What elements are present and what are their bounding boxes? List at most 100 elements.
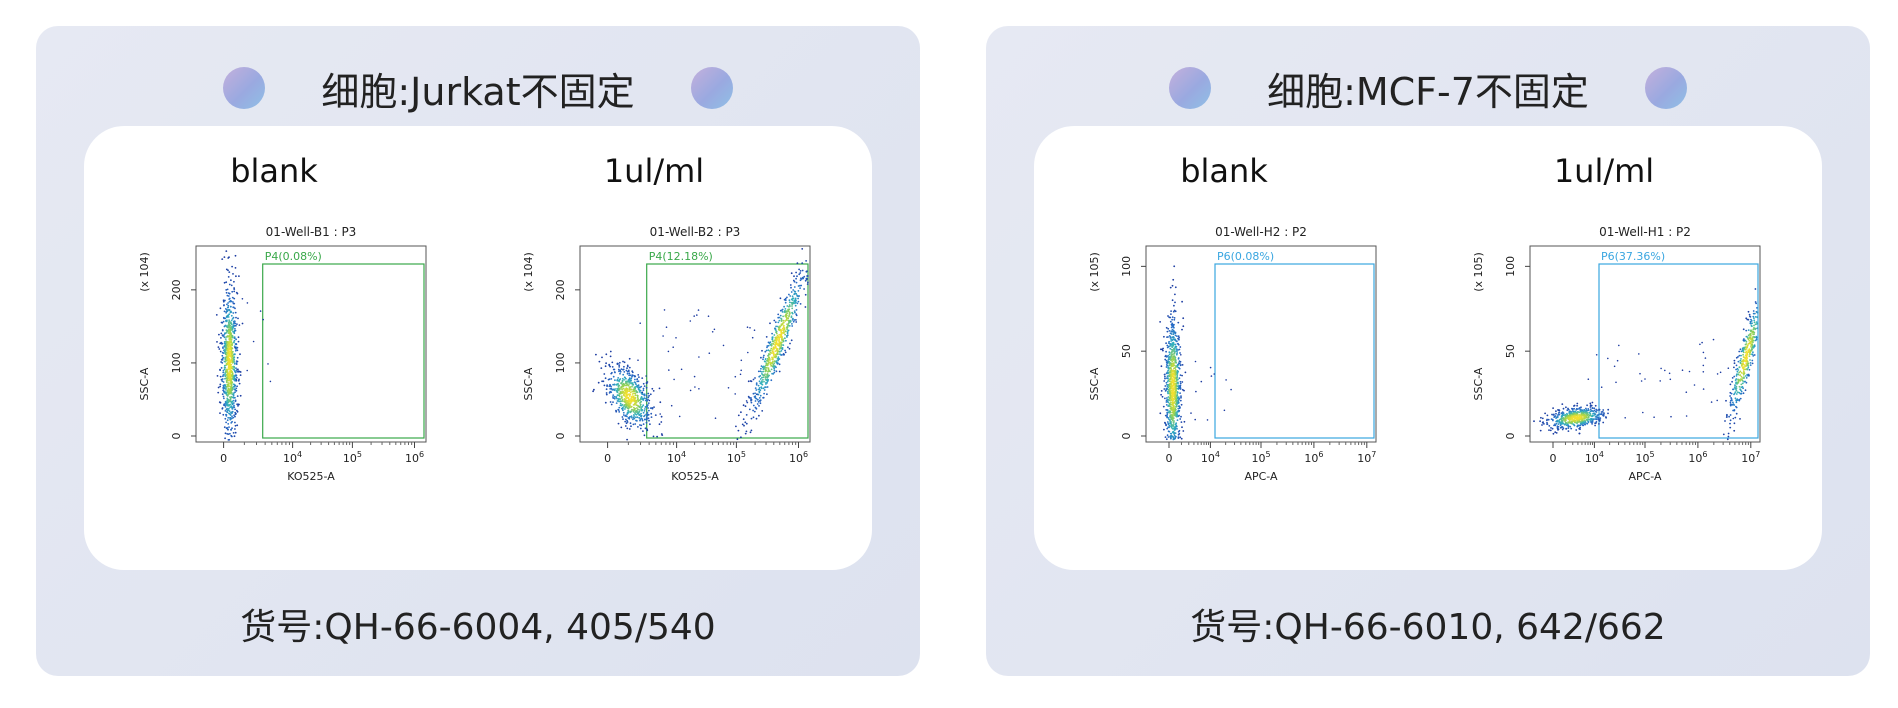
scatter-point — [1194, 418, 1196, 421]
scatter-point — [614, 379, 616, 382]
scatter-point — [1566, 409, 1569, 412]
scatter-point — [1587, 409, 1590, 412]
scatter-point — [1174, 425, 1177, 428]
scatter-point — [1736, 391, 1739, 394]
scatter-point — [1590, 419, 1593, 421]
scatter-point — [1734, 391, 1737, 393]
scatter-point — [794, 311, 796, 314]
scatter-point — [708, 352, 711, 354]
scatter-point — [226, 395, 229, 397]
scatter-point — [597, 381, 600, 384]
scatter-point — [1171, 316, 1174, 318]
scatter-point — [658, 387, 661, 390]
scatter-point — [1754, 339, 1757, 342]
scatter-point — [1167, 401, 1170, 404]
scatter-point — [783, 337, 786, 339]
scatter-point — [229, 322, 232, 325]
scatter-point — [755, 397, 758, 400]
scatter-point — [629, 391, 632, 394]
scatter-point — [231, 354, 234, 357]
scatter-point — [1740, 354, 1742, 357]
scatter-point — [1618, 344, 1620, 347]
scatter-point — [635, 410, 637, 412]
scatter-point — [1176, 402, 1179, 404]
scatter-point — [1174, 374, 1176, 377]
x-tick-exponent: 4 — [681, 450, 686, 459]
scatter-point — [227, 292, 230, 294]
scatter-point — [745, 430, 748, 433]
scatter-point — [1726, 414, 1728, 417]
scatter-point — [777, 326, 780, 329]
scatter-point — [1583, 410, 1585, 413]
scatter-point — [644, 418, 646, 421]
scatter-point — [1729, 391, 1732, 394]
scatter-point — [767, 367, 770, 370]
scatter-point — [623, 365, 625, 368]
scatter-point — [1174, 301, 1176, 304]
scatter-point — [791, 312, 794, 315]
scatter-point — [788, 293, 790, 296]
scatter-point — [782, 332, 785, 334]
scatter-point — [1225, 379, 1227, 381]
scatter-point — [626, 370, 629, 373]
scatter-point — [228, 407, 230, 410]
scatter-point — [769, 361, 772, 364]
scatter-point — [228, 283, 231, 286]
scatter-point — [630, 379, 632, 382]
scatter-point — [1579, 418, 1581, 421]
scatter-point — [1704, 357, 1707, 359]
scatter-point — [768, 358, 771, 361]
scatter-point — [771, 336, 774, 338]
x-tick-exponent: 5 — [357, 450, 362, 459]
scatter-point — [795, 277, 797, 280]
scatter-point — [1579, 426, 1581, 429]
scatter-point — [759, 370, 762, 373]
scatter-point — [767, 341, 770, 344]
scatter-point — [223, 345, 226, 348]
scatter-point — [1164, 421, 1166, 424]
scatter-point — [1165, 404, 1168, 406]
scatter-point — [227, 368, 230, 370]
scatter-point — [793, 310, 796, 312]
scatter-point — [1583, 423, 1586, 426]
scatter-point — [615, 384, 618, 386]
scatter-point — [1176, 349, 1178, 351]
x-tick-label: 104 — [283, 450, 302, 465]
scatter-point — [1735, 393, 1738, 395]
scatter-point — [784, 320, 787, 322]
scatter-point — [1173, 432, 1176, 435]
scatter-point — [788, 314, 791, 316]
scatter-point — [804, 306, 807, 308]
scatter-point — [234, 322, 237, 325]
scatter-point — [219, 307, 222, 310]
scatter-point — [1575, 411, 1578, 414]
scatter-point — [620, 382, 623, 385]
scatter-point — [1739, 374, 1741, 377]
scatter-point — [1566, 412, 1568, 415]
scatter-point — [1177, 366, 1180, 369]
scatter-point — [1174, 414, 1176, 417]
scatter-point — [1177, 363, 1180, 366]
scatter-point — [778, 329, 781, 332]
scatter-point — [1541, 424, 1543, 426]
scatter-point — [228, 410, 231, 412]
scatter-point — [1743, 359, 1746, 362]
scatter-point — [235, 363, 238, 365]
scatter-point — [626, 381, 629, 383]
scatter-point — [1177, 321, 1180, 324]
scatter-point — [1750, 338, 1753, 341]
scatter-point — [227, 306, 230, 309]
scatter-point — [635, 404, 638, 406]
scatter-point — [778, 363, 781, 366]
scatter-point — [1167, 345, 1170, 348]
scatter-point — [1174, 334, 1177, 337]
scatter-point — [1640, 380, 1643, 382]
scatter-point — [1738, 371, 1741, 374]
scatter-point — [224, 332, 226, 334]
scatter-point — [648, 399, 651, 402]
y-tick-label: 0 — [1504, 433, 1517, 440]
scatter-point — [1164, 436, 1167, 438]
scatter-point — [696, 314, 698, 316]
plot-label-blank: blank — [1180, 152, 1268, 190]
scatter-point — [786, 296, 788, 299]
